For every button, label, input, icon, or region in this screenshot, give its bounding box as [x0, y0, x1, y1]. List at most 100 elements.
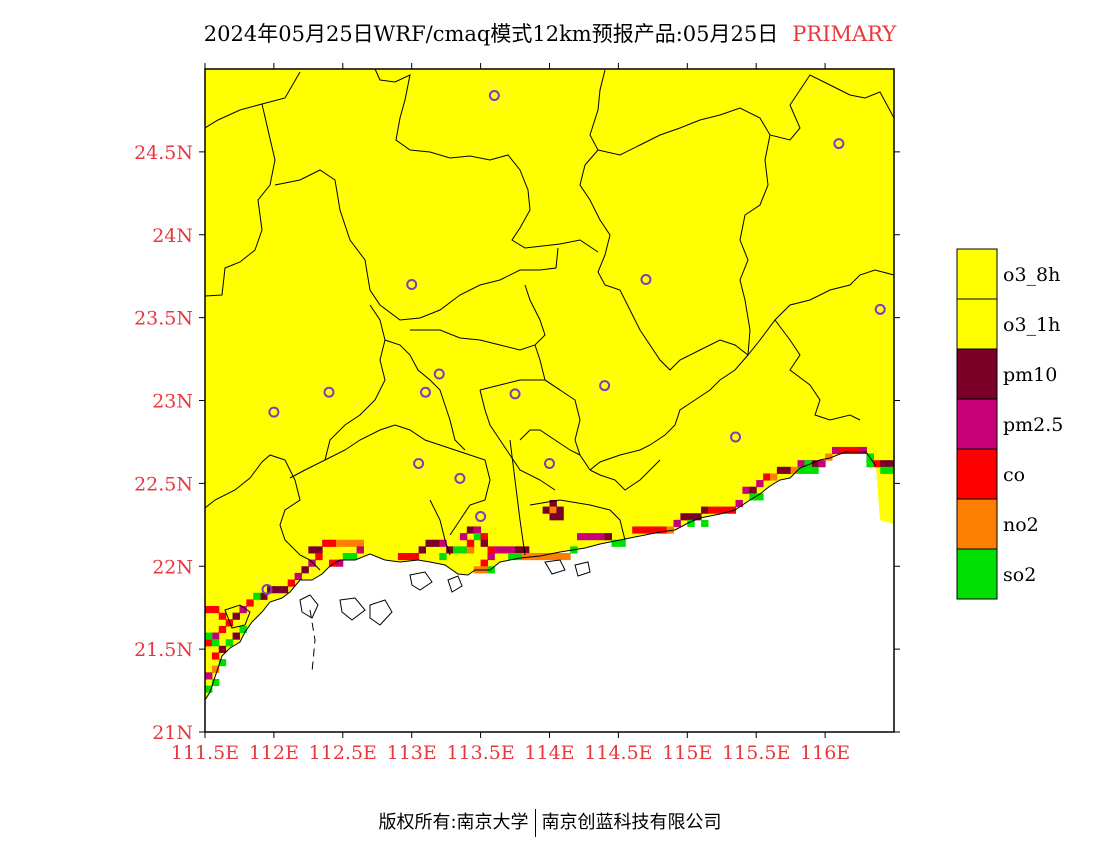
- station-marker: [730, 431, 742, 443]
- pollutant-cell: [335, 559, 344, 567]
- pollutant-cell: [783, 466, 792, 474]
- pollutant-cell: [466, 546, 475, 554]
- title-main: 2024年05月25日WRF/cmaq模式12km预报产品:05月25日: [203, 22, 779, 46]
- y-tick-label: 24.5N: [134, 142, 193, 164]
- pollutant-cell: [632, 526, 640, 534]
- pollutant-cell: [466, 539, 475, 547]
- legend: o3_8h o3_1h pm10 pm2.5 co no2 so2: [956, 248, 1063, 600]
- pollutant-cell: [205, 606, 213, 614]
- pollutant-cell: [308, 546, 316, 554]
- pollutant-cell: [494, 546, 502, 554]
- x-tick-label: 115E: [662, 742, 712, 764]
- station-marker: [509, 388, 521, 400]
- pollutant-cell: [508, 552, 516, 561]
- y-tick-label: 22N: [152, 556, 193, 578]
- station-marker: [475, 511, 487, 523]
- pollutant-cell: [356, 539, 364, 547]
- land-area: [205, 69, 894, 700]
- pollutant-cell: [322, 539, 330, 547]
- pollutant-cell: [439, 539, 447, 547]
- pollutant-cell: [501, 546, 509, 554]
- pollutant-cell: [459, 533, 468, 541]
- pollutant-cell: [218, 612, 227, 620]
- island: [574, 561, 591, 577]
- boundary-line: [774, 319, 861, 421]
- pollutant-cell: [211, 665, 220, 673]
- station-marker: [323, 386, 335, 398]
- pollutant-cell: [459, 546, 468, 554]
- boundary-line: [205, 454, 321, 571]
- pollutant-cell: [645, 526, 654, 534]
- pollutant-cell: [583, 533, 592, 541]
- station-marker: [454, 472, 466, 484]
- pollutant-cell: [797, 460, 805, 468]
- pollutant-cell: [701, 519, 709, 527]
- pollutant-cell: [515, 546, 523, 554]
- pollutant-cell: [211, 678, 220, 687]
- pollutant-cell: [818, 460, 826, 468]
- island: [224, 604, 251, 629]
- pollutant-cell: [287, 579, 296, 587]
- pollutant-cell: [446, 546, 454, 554]
- pollutant-cell: [549, 506, 557, 514]
- pollutant-cell: [301, 566, 309, 574]
- boundary-line: [529, 499, 626, 541]
- boundary-line: [579, 69, 749, 371]
- pollutant-cell: [232, 632, 240, 640]
- x-tick-label: 112E: [249, 742, 299, 764]
- pollutant-cell: [205, 639, 213, 647]
- pollutant-cell: [666, 526, 675, 534]
- station-marker: [261, 583, 273, 595]
- pollutant-cell: [838, 446, 847, 455]
- pollutant-cell: [852, 446, 861, 455]
- boundary-line: [597, 74, 894, 156]
- pollutant-cell: [349, 539, 358, 547]
- pollutant-cell: [707, 506, 716, 514]
- pollutant-cell: [211, 632, 220, 640]
- pollutant-cell: [205, 685, 213, 693]
- pollutant-cell: [487, 566, 495, 574]
- pollutant-cell: [329, 559, 337, 567]
- pollutant-cell: [246, 599, 254, 607]
- boundary-line: [274, 169, 559, 321]
- pollutant-cell: [549, 499, 557, 508]
- island: [369, 599, 393, 626]
- pollutant-cell: [673, 519, 681, 527]
- pollutant-cell: [611, 539, 619, 547]
- pollutant-cell: [880, 460, 888, 468]
- pollutant-cell: [487, 546, 495, 554]
- y-axis: 21N 21.5N 22N 22.5N 23N 23.5N 24N 24.5N: [134, 142, 900, 744]
- pollutant-cell: [260, 592, 268, 600]
- pollutant-cell: [749, 486, 757, 494]
- station-marker: [419, 386, 431, 398]
- pollutant-cell: [480, 539, 488, 547]
- y-tick-label: 23N: [152, 391, 193, 413]
- station-marker: [413, 457, 425, 469]
- pollutant-cell: [680, 513, 688, 521]
- pollutant-cell: [563, 552, 571, 561]
- pollutant-cell: [880, 466, 888, 474]
- pollutant-cell: [280, 586, 289, 594]
- pollutant-cell: [218, 645, 227, 653]
- pollutant-cell: [873, 460, 881, 468]
- pollutant-cell: [308, 559, 316, 567]
- pollutant-cell: [205, 632, 213, 640]
- island: [339, 597, 366, 621]
- x-tick-label: 115.5E: [722, 742, 790, 764]
- legend-swatch: [956, 398, 998, 450]
- legend-label: pm10: [1003, 364, 1057, 386]
- boundary-line: [739, 134, 894, 357]
- island: [447, 575, 463, 593]
- x-tick-label: 113.5E: [446, 742, 514, 764]
- pollutant-cell: [714, 506, 723, 514]
- pollutant-cell: [687, 519, 695, 527]
- pollutant-cell: [735, 499, 743, 508]
- pollutant-cell: [618, 539, 626, 547]
- boundary-line: [509, 439, 526, 556]
- pollutant-cell: [845, 446, 854, 455]
- boundary-line: [410, 284, 546, 351]
- pollutant-cell: [239, 625, 247, 634]
- pollutant-cell: [239, 606, 247, 614]
- station-marker: [268, 406, 280, 418]
- y-tick-label: 23.5N: [134, 308, 193, 330]
